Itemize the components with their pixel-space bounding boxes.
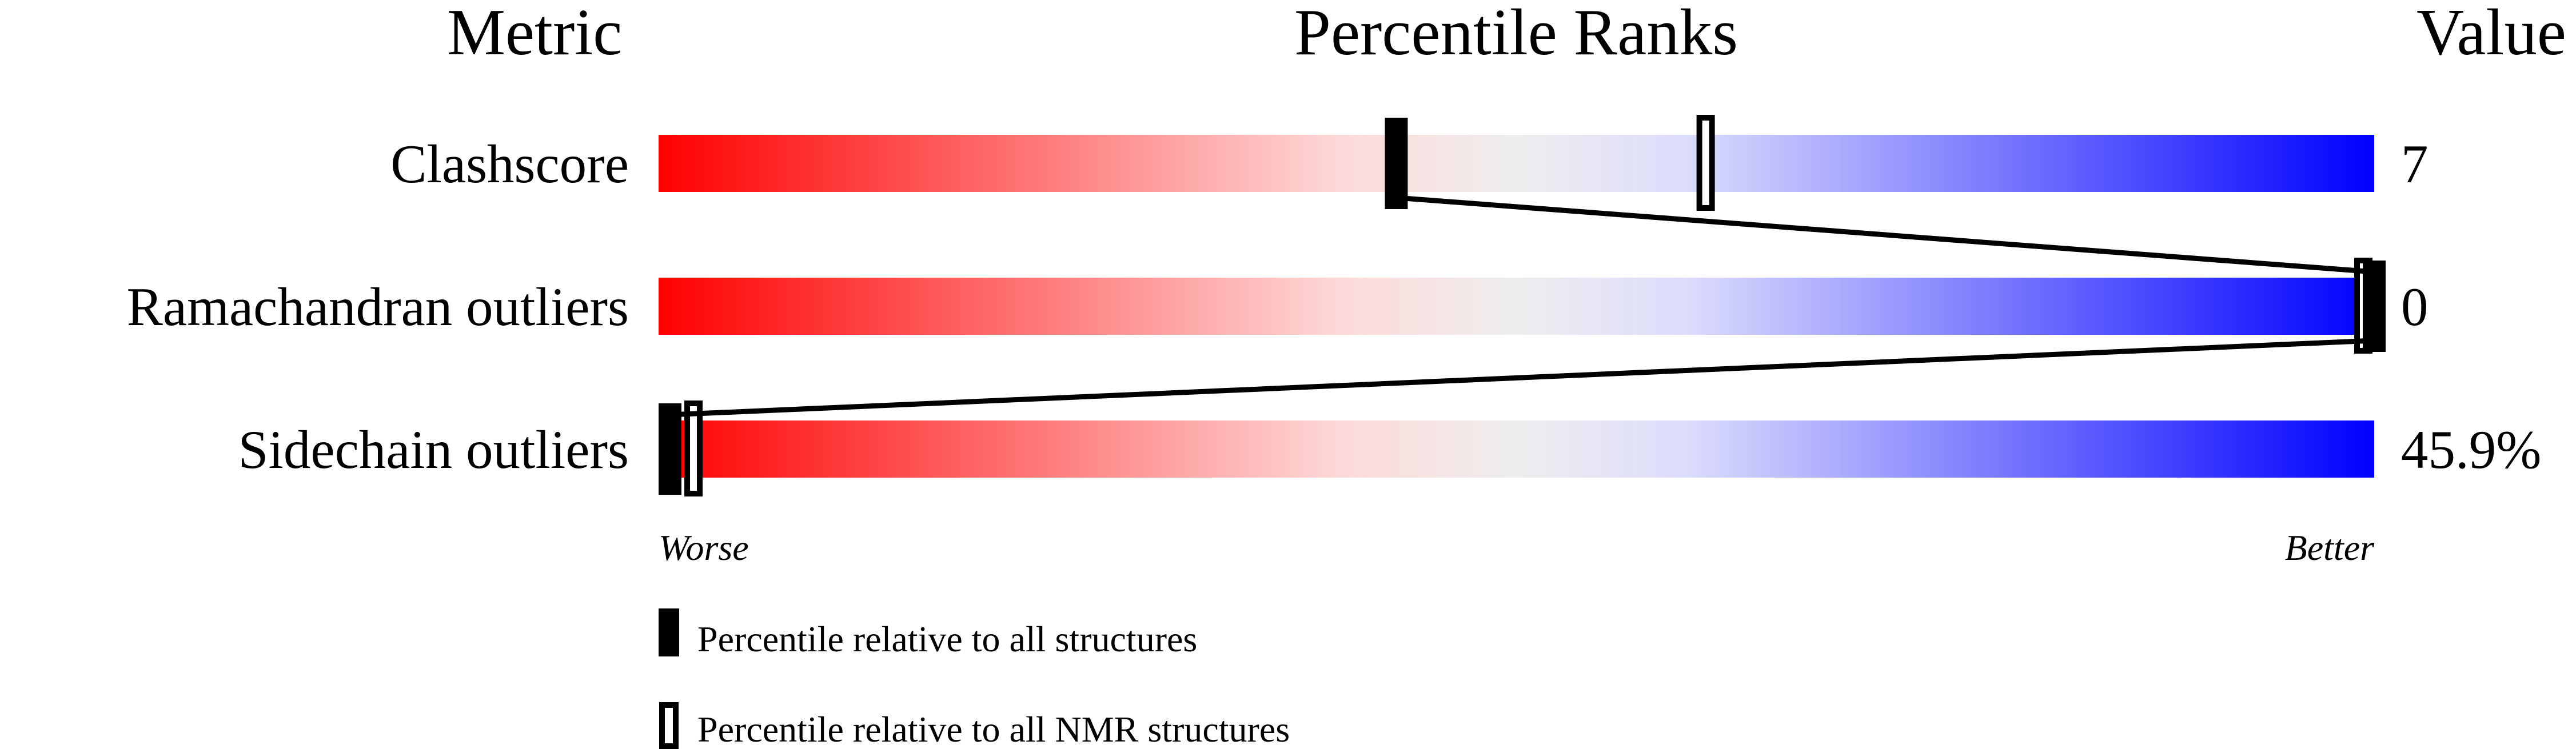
metric-label: Clashscore [390,134,629,194]
metric-label: Sidechain outliers [238,419,629,480]
all-percentile-marker [1385,118,1408,209]
metric-label: Ramachandran outliers [127,277,629,337]
metric-value: 45.9% [2401,419,2541,480]
metric-value: 7 [2401,134,2429,194]
nmr-percentile-marker [684,400,703,496]
percentile-bar [659,278,2374,335]
legend-label-all: Percentile relative to all structures [697,619,1197,659]
metric-row: Sidechain outliers 45.9% [238,400,2541,496]
header-value: Value [2417,0,2566,69]
all-percentile-marker [659,403,681,495]
better-label: Better [2285,527,2375,568]
percentile-bar [659,420,2374,478]
metric-row: Clashscore 7 [390,115,2429,211]
metric-value: 0 [2401,277,2429,337]
header-percentile-ranks: Percentile Ranks [1294,0,1738,69]
legend-filled-marker [659,608,679,656]
nmr-percentile-marker [1696,115,1715,211]
worse-label: Worse [659,527,749,568]
all-percentile-marker [2363,261,2386,352]
legend: Percentile relative to all structures Pe… [659,608,1290,749]
metric-row: Ramachandran outliers 0 [127,258,2429,354]
legend-open-marker [659,702,679,749]
connector-line [669,338,2375,418]
legend-label-nmr: Percentile relative to all NMR structure… [697,709,1290,749]
percentile-bar [659,135,2374,192]
header-metric: Metric [447,0,623,69]
connector-line [1396,195,2375,275]
